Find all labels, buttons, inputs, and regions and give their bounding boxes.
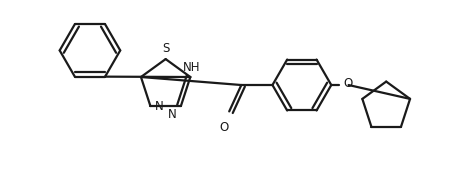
Text: O: O xyxy=(220,121,229,134)
Text: NH: NH xyxy=(182,61,200,74)
Text: N: N xyxy=(155,100,164,113)
Text: O: O xyxy=(343,77,352,90)
Text: N: N xyxy=(168,108,177,121)
Text: S: S xyxy=(162,42,169,55)
